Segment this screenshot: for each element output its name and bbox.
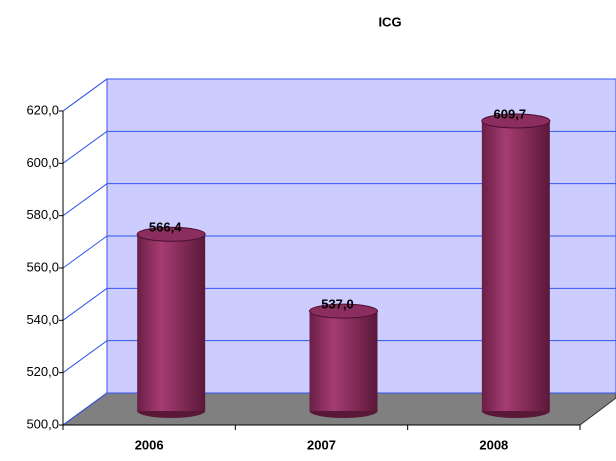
y-tick-label: 560,0 [26,259,59,274]
y-tick-label: 520,0 [26,364,59,379]
y-tick-label: 620,0 [26,102,59,117]
bar [137,234,206,411]
value-label: 566,4 [149,220,182,235]
grid-line [62,287,108,321]
x-tick-label: 2008 [479,437,508,452]
grid-line [62,183,108,217]
x-tick-label: 2007 [307,437,336,452]
y-tick-label: 580,0 [26,207,59,222]
grid-line [62,130,108,164]
x-tick-label: 2006 [135,437,164,452]
grid-line [62,340,108,374]
bar [309,311,378,411]
bar-top [481,113,551,129]
y-tick-label: 540,0 [26,312,59,327]
grid-line [62,392,108,426]
value-label: 537,0 [321,297,354,312]
bar-top [136,226,206,242]
bar [481,120,550,412]
grid-line [62,235,108,269]
y-tick-label: 600,0 [26,155,59,170]
y-tick-label: 500,0 [26,416,59,431]
value-label: 609,7 [494,106,527,121]
chart-title: ICG [378,14,401,29]
bar-top [309,303,378,319]
grid-line [62,78,108,112]
